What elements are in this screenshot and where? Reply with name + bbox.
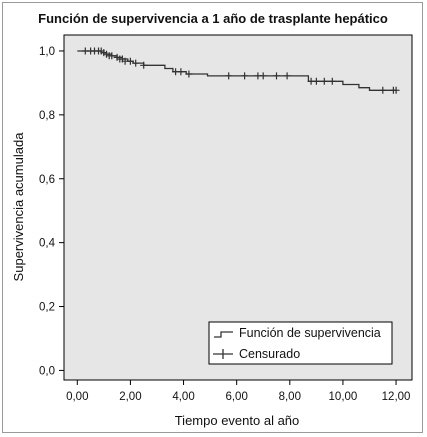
x-tick-label: 8,00	[279, 391, 301, 403]
censored-marker	[108, 52, 116, 60]
censored-marker	[177, 68, 185, 76]
legend-box	[208, 321, 393, 365]
censored-marker	[241, 72, 249, 80]
series-layer	[77, 47, 400, 94]
censored-marker	[225, 72, 233, 80]
y-axis: 0,0 0,2 0,4 0,6 0,8 1,0	[39, 46, 64, 377]
legend-swatch-censored	[213, 349, 233, 359]
x-tick-label: 10,00	[329, 391, 358, 403]
legend-label-censored: Censurado	[239, 347, 300, 361]
y-tick-label: 0,2	[39, 302, 55, 314]
y-axis-label: Supervivencia acumulada	[11, 132, 26, 282]
x-tick-label: 2,00	[119, 391, 141, 403]
censored-marker	[283, 72, 291, 80]
censored-marker	[328, 77, 336, 85]
x-tick-label: 0,00	[66, 391, 88, 403]
y-tick-label: 0,6	[39, 174, 55, 186]
censored-marker	[185, 70, 193, 78]
x-tick-label: 4,00	[172, 391, 194, 403]
y-tick-label: 0,0	[39, 365, 55, 377]
chart-title: Función de supervivencia a 1 año de tras…	[38, 11, 388, 26]
censored-marker	[140, 61, 148, 69]
censored-marker	[259, 72, 267, 80]
legend-label-survival: Función de supervivencia	[239, 326, 381, 340]
censored-marker	[126, 57, 134, 65]
censored-marker	[132, 59, 140, 67]
x-axis-label: Tiempo evento al año	[175, 413, 300, 428]
x-axis: 0,00 2,00 4,00 6,00 8,00 10,00 12,00	[66, 380, 410, 403]
legend: Función de supervivencia Censurado	[208, 321, 393, 365]
censored-marker	[392, 86, 400, 94]
legend-swatch-survival	[214, 331, 233, 338]
censored-marker	[312, 77, 320, 85]
censored-marker	[379, 86, 387, 94]
y-tick-label: 0,8	[39, 110, 55, 122]
x-tick-label: 12,00	[382, 391, 411, 403]
x-tick-label: 6,00	[225, 391, 247, 403]
y-tick-label: 1,0	[39, 46, 55, 58]
y-tick-label: 0,4	[39, 238, 56, 250]
censored-marker	[320, 77, 328, 85]
censored-marker	[273, 72, 280, 80]
